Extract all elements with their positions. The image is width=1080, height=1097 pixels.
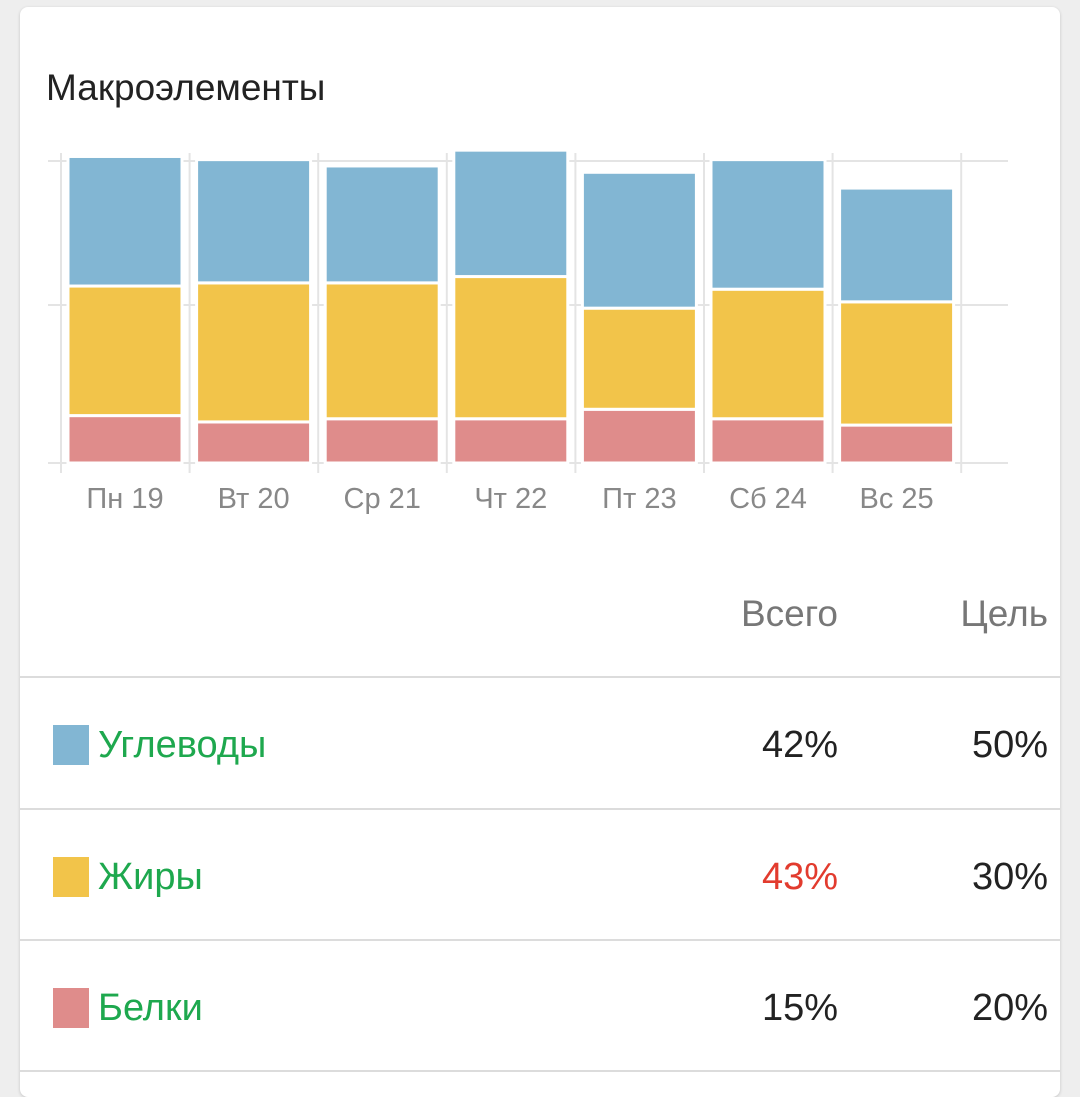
bar-segment — [323, 281, 441, 421]
column-header-goal: Цель — [960, 593, 1048, 634]
macro-total: 43% — [761, 856, 838, 898]
macro-goal: 50% — [971, 724, 1048, 766]
bar-segment — [66, 154, 184, 288]
bar-segment — [580, 306, 698, 411]
bar-segment — [838, 300, 956, 427]
carbs-color-swatch — [53, 725, 89, 765]
table-divider — [20, 676, 1060, 678]
macro-name: Углеводы — [98, 724, 267, 766]
macro-row-carbs[interactable]: Углеводы 42% 50% — [20, 678, 1060, 808]
x-tick-label: Ср 21 — [344, 483, 421, 515]
x-tick-label: Пт 23 — [602, 483, 676, 515]
bar-segment — [323, 417, 441, 465]
macro-name: Белки — [98, 987, 203, 1029]
bar-segment — [580, 407, 698, 465]
column-header-total: Всего — [740, 593, 838, 634]
table-divider — [20, 1070, 1060, 1072]
macros-card: Макроэлементы Пн 19 Вт 20 Ср 21 Чт 22 Пт 23 С… — [20, 7, 1060, 1097]
table-divider — [20, 939, 1060, 941]
macro-name: Жиры — [98, 856, 203, 898]
x-tick-label: Вт 20 — [218, 483, 290, 515]
macros-stacked-bar-chart: Пн 19 Вт 20 Ср 21 Чт 22 Пт 23 Сб 24 Вс 25 — [48, 148, 1008, 515]
bar-segment — [709, 158, 827, 291]
x-tick-label: Пн 19 — [86, 483, 163, 515]
x-tick-label: Чт 22 — [474, 483, 547, 515]
bar-segment — [323, 164, 441, 285]
macro-goal: 30% — [971, 856, 1048, 898]
macro-row-fat[interactable]: Жиры 43% 30% — [20, 810, 1060, 940]
fat-color-swatch — [53, 857, 89, 897]
table-divider — [20, 808, 1060, 810]
x-tick-label: Сб 24 — [729, 483, 807, 515]
protein-color-swatch — [53, 988, 89, 1028]
bar-segment — [66, 284, 184, 418]
macro-goal: 20% — [971, 987, 1048, 1029]
bar-segment — [66, 414, 184, 465]
bar-segment — [452, 148, 570, 279]
macro-total: 15% — [761, 987, 838, 1029]
bar-segment — [838, 423, 956, 465]
macro-total: 42% — [761, 724, 838, 766]
x-tick-label: Вс 25 — [860, 483, 934, 515]
bar-segment — [452, 417, 570, 465]
bar-segment — [580, 170, 698, 310]
macro-row-protein[interactable]: Белки 15% 20% — [20, 941, 1060, 1071]
bar-segment — [709, 287, 827, 421]
bar-segment — [709, 417, 827, 465]
bar-segment — [195, 281, 313, 424]
bar-segment — [452, 275, 570, 421]
bar-segment — [195, 420, 313, 465]
bar-segment — [195, 158, 313, 285]
card-title: Макроэлементы — [46, 67, 326, 108]
bar-segment — [838, 186, 956, 304]
